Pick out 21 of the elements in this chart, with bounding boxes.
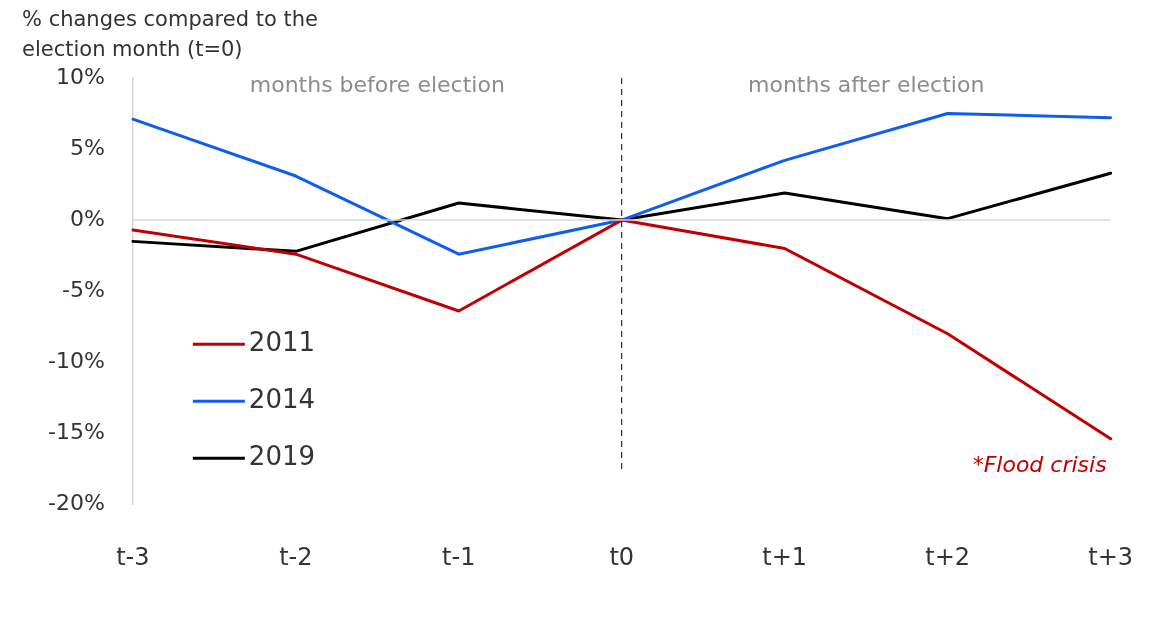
legend-label: 2019 (248, 440, 316, 471)
annotation: months before election (249, 71, 505, 97)
y-tick-label: -15% (47, 418, 105, 444)
y-tick-label: 5% (69, 134, 105, 160)
x-tick-label: t+1 (762, 542, 808, 571)
y-tick-label: -20% (47, 489, 105, 515)
x-tick-label: t-3 (116, 542, 150, 571)
legend-label: 2014 (248, 383, 316, 414)
x-tick-label: t+2 (925, 542, 971, 571)
annotation: months after election (748, 71, 985, 97)
x-tick-label: t-2 (279, 542, 313, 571)
y-tick-label: -5% (61, 276, 105, 302)
x-tick-label: t-1 (442, 542, 476, 571)
x-tick-label: t0 (609, 542, 635, 571)
y-tick-label: -10% (47, 347, 105, 373)
y-tick-label: 0% (69, 205, 105, 231)
x-tick-label: t+3 (1088, 542, 1133, 571)
y-tick-label: 10% (55, 63, 105, 89)
legend-label: 2011 (248, 326, 316, 357)
y-axis-title: % changes compared to the election month (t=0) (22, 6, 319, 63)
annotation: *Flood crisis (972, 451, 1107, 477)
